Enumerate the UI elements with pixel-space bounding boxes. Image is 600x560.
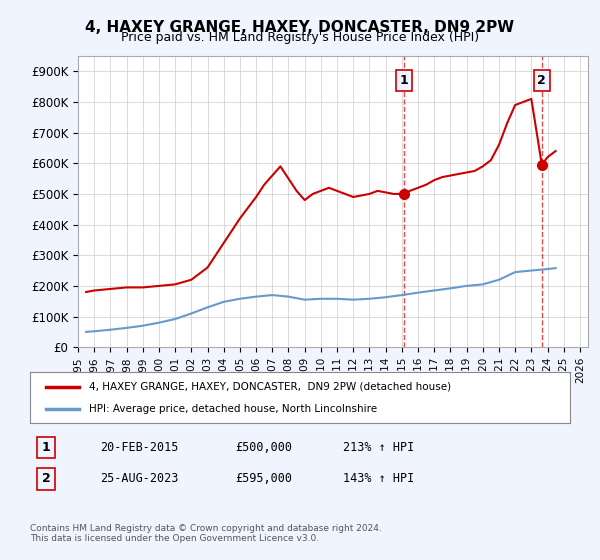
Text: 143% ↑ HPI: 143% ↑ HPI [343, 472, 415, 486]
Text: Price paid vs. HM Land Registry's House Price Index (HPI): Price paid vs. HM Land Registry's House … [121, 31, 479, 44]
Text: 213% ↑ HPI: 213% ↑ HPI [343, 441, 415, 454]
Text: £500,000: £500,000 [235, 441, 292, 454]
Text: 2: 2 [42, 472, 50, 486]
Text: 4, HAXEY GRANGE, HAXEY, DONCASTER,  DN9 2PW (detached house): 4, HAXEY GRANGE, HAXEY, DONCASTER, DN9 2… [89, 381, 452, 391]
Text: 20-FEB-2015: 20-FEB-2015 [100, 441, 179, 454]
Text: HPI: Average price, detached house, North Lincolnshire: HPI: Average price, detached house, Nort… [89, 404, 377, 414]
Text: 25-AUG-2023: 25-AUG-2023 [100, 472, 179, 486]
Text: 4, HAXEY GRANGE, HAXEY, DONCASTER, DN9 2PW: 4, HAXEY GRANGE, HAXEY, DONCASTER, DN9 2… [85, 20, 515, 35]
Text: £595,000: £595,000 [235, 472, 292, 486]
Text: 2: 2 [538, 74, 546, 87]
Text: 1: 1 [42, 441, 50, 454]
Text: Contains HM Land Registry data © Crown copyright and database right 2024.
This d: Contains HM Land Registry data © Crown c… [30, 524, 382, 543]
Text: 1: 1 [400, 74, 408, 87]
